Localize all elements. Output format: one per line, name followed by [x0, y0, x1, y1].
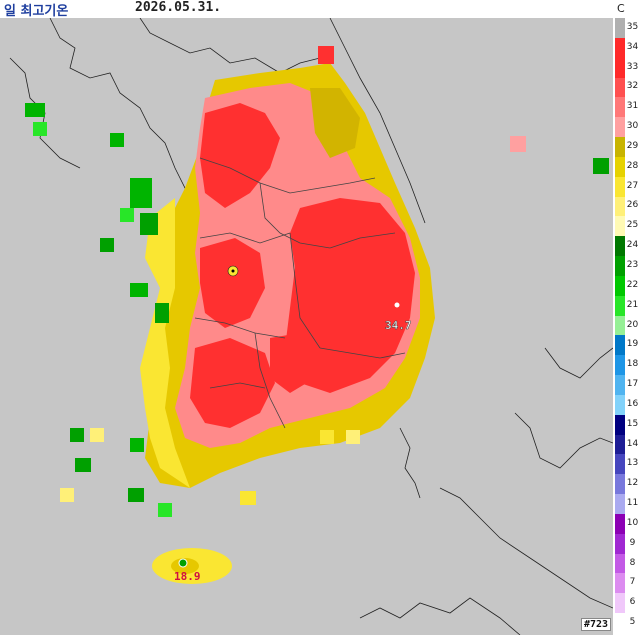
legend-label: 26 — [626, 200, 639, 211]
legend-swatch — [615, 18, 625, 38]
legend-label: 13 — [626, 458, 639, 469]
legend-label: 27 — [626, 180, 639, 191]
legend-label: 20 — [626, 319, 639, 330]
legend-label: 32 — [626, 81, 639, 92]
legend-label: 30 — [626, 121, 639, 132]
legend-unit: C — [617, 2, 625, 15]
max-temp-marker[interactable]: 34.7 — [385, 302, 412, 333]
legend-label: 14 — [626, 438, 639, 449]
legend-label: 34 — [626, 41, 639, 52]
legend-swatch — [615, 573, 625, 594]
coast-cool-pixels — [25, 46, 609, 517]
legend-swatch — [615, 77, 625, 98]
legend-swatch — [615, 275, 625, 296]
legend-label: 28 — [626, 160, 639, 171]
max-temp-label: 34.7 — [385, 319, 412, 332]
legend-swatch — [615, 613, 625, 633]
legend-swatch — [615, 196, 625, 217]
legend-label: 31 — [626, 101, 639, 112]
legend-swatch — [615, 434, 625, 455]
legend-label: 24 — [626, 240, 639, 251]
min-temp-label: 18.9 — [174, 570, 201, 583]
legend-swatch — [615, 156, 625, 177]
legend-label: 33 — [626, 61, 639, 72]
legend-swatch — [615, 117, 625, 138]
legend-label: 8 — [629, 557, 636, 568]
legend-label: 25 — [626, 220, 639, 231]
legend-swatch — [615, 394, 625, 415]
legend-label: 17 — [626, 379, 639, 390]
legend-label: 9 — [629, 537, 636, 548]
legend-label: 10 — [626, 517, 639, 528]
legend-swatch — [615, 176, 625, 197]
legend-swatch — [615, 97, 625, 118]
legend-label: 35 — [626, 21, 639, 32]
legend-label: 15 — [626, 418, 639, 429]
legend-swatch — [615, 454, 625, 475]
temperature-map[interactable]: 34.7 18.9 — [0, 18, 613, 635]
legend-label: 11 — [626, 498, 639, 509]
province-borders — [194, 157, 406, 429]
legend-label: 12 — [626, 478, 639, 489]
legend-label: 19 — [626, 339, 639, 350]
jeju-island — [152, 548, 232, 584]
legend-swatch — [615, 474, 625, 495]
legend-swatch — [615, 494, 625, 514]
legend-swatch — [615, 37, 625, 58]
legend-label: 29 — [626, 140, 639, 151]
legend-swatch — [615, 137, 625, 157]
station-count: #723 — [581, 618, 612, 631]
legend-swatch — [615, 553, 625, 574]
legend-swatch — [615, 355, 625, 376]
legend-swatch — [615, 216, 625, 237]
header-bar: 일 최고기온 2026.05.31. C — [0, 0, 640, 19]
legend-label: 16 — [626, 398, 639, 409]
northeast-mild-patch — [310, 88, 360, 158]
legend-swatch — [615, 295, 625, 316]
map-canvas: 34.7 18.9 — [9, 18, 613, 635]
min-temp-marker[interactable]: 18.9 — [174, 570, 201, 583]
legend-label: 23 — [626, 259, 639, 270]
map-date: 2026.05.31. — [135, 0, 222, 15]
legend-label: 7 — [629, 577, 636, 588]
legend-label: 18 — [626, 359, 639, 370]
legend-swatch — [615, 593, 625, 614]
legend-swatch — [615, 513, 625, 534]
coastline-lines — [9, 18, 613, 635]
legend-swatch — [615, 533, 625, 554]
legend-label: 6 — [629, 597, 636, 608]
legend-swatch — [615, 414, 625, 435]
legend-swatch — [615, 375, 625, 395]
legend-label: 21 — [626, 299, 639, 310]
legend-swatch — [615, 335, 625, 356]
legend-swatch — [615, 236, 625, 257]
legend-label: 5 — [629, 617, 636, 628]
color-legend: 35 34 33 32 31 30 29 28 27 26 25 24 23 22 21 20 19 18 17 16… — [613, 18, 640, 635]
legend-label: 22 — [626, 279, 639, 290]
map-title: 일 최고기온 — [4, 4, 69, 19]
legend-swatch — [615, 315, 625, 336]
legend-swatch — [615, 57, 625, 78]
legend-swatch — [615, 256, 625, 276]
